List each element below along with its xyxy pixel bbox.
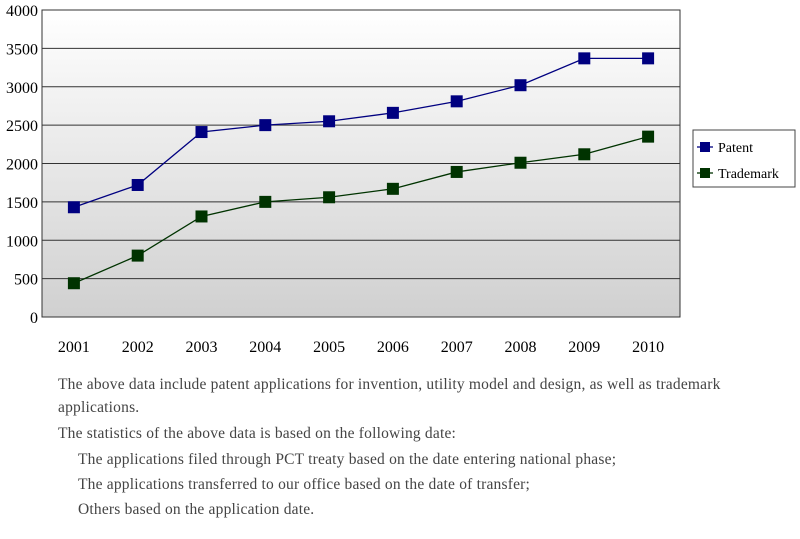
note-item-3: Others based on the application date. [78, 501, 315, 518]
data-point-trademark [386, 182, 399, 195]
data-point-trademark [514, 156, 527, 169]
y-tick-label: 1000 [6, 233, 38, 250]
data-point-patent [195, 126, 208, 139]
data-point-patent [514, 79, 527, 92]
x-tick-label: 2002 [122, 339, 154, 356]
data-point-trademark [578, 148, 591, 161]
x-tick-label: 2001 [58, 339, 90, 356]
data-point-trademark [131, 249, 144, 262]
legend-box [692, 129, 796, 188]
y-tick-label: 500 [14, 272, 38, 289]
data-point-patent [450, 95, 463, 108]
x-tick-label: 2006 [377, 339, 409, 356]
line-chart: 0 500 1000 1500 2000 2500 3000 3500 4000 2001 200… [6, 3, 796, 356]
data-point-patent [131, 178, 144, 191]
legend-label: Trademark [718, 167, 779, 182]
data-point-patent [578, 52, 591, 65]
y-tick-label: 2500 [6, 118, 38, 135]
note-item-1: The applications filed through PCT treat… [78, 451, 617, 468]
data-point-patent [67, 201, 80, 214]
note-line-1: The above data include patent applicatio… [58, 376, 721, 416]
y-tick-label: 3000 [6, 80, 38, 97]
x-tick-label: 2004 [249, 339, 281, 356]
legend-marker [700, 142, 710, 152]
data-point-patent [323, 115, 336, 128]
x-tick-label: 2005 [313, 339, 345, 356]
y-tick-label: 1500 [6, 195, 38, 212]
y-tick-label: 4000 [6, 3, 38, 20]
note-item-2: The applications transferred to our offi… [78, 476, 531, 493]
y-tick-label: 0 [30, 310, 38, 327]
x-tick-label: 2010 [632, 339, 664, 356]
data-point-patent [386, 106, 399, 119]
note-line-2: The statistics of the above data is base… [58, 425, 457, 442]
data-point-trademark [450, 165, 463, 178]
data-point-trademark [259, 195, 272, 208]
data-point-trademark [67, 277, 80, 290]
x-tick-label: 2003 [186, 339, 218, 356]
x-tick-label: 2008 [505, 339, 537, 356]
notes: The above data include patent applicatio… [58, 373, 788, 523]
data-point-patent [259, 119, 272, 132]
legend-label: Patent [718, 141, 753, 156]
x-tick-label: 2009 [568, 339, 600, 356]
x-tick-label: 2007 [441, 339, 473, 356]
legend-marker [700, 168, 710, 178]
data-point-trademark [195, 210, 208, 223]
series-line-trademark [73, 136, 649, 284]
y-tick-label: 2000 [6, 157, 38, 174]
data-point-patent [642, 52, 655, 65]
data-point-trademark [323, 191, 336, 204]
y-tick-label: 3500 [6, 41, 38, 58]
data-point-trademark [642, 130, 655, 143]
series-line-patent [73, 57, 649, 208]
